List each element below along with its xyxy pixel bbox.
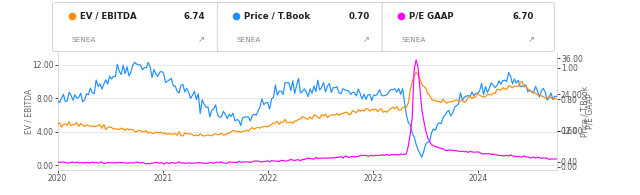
Text: ↗: ↗ <box>363 35 369 44</box>
Text: 6.70: 6.70 <box>513 12 534 20</box>
Text: P/E GAAP: P/E GAAP <box>409 12 454 20</box>
Text: EV / EBITDA: EV / EBITDA <box>79 12 136 20</box>
Text: ↗: ↗ <box>527 35 534 44</box>
Text: 6.74: 6.74 <box>183 12 205 20</box>
Y-axis label: P/E GAAP: P/E GAAP <box>586 93 595 129</box>
Text: 0.70: 0.70 <box>348 12 369 20</box>
Text: SENEA: SENEA <box>236 37 260 43</box>
Y-axis label: EV / EBITDA: EV / EBITDA <box>24 88 33 134</box>
FancyBboxPatch shape <box>218 3 390 52</box>
Text: Price / T.Book: Price / T.Book <box>244 12 310 20</box>
Y-axis label: Price / T.Book: Price / T.Book <box>580 85 589 136</box>
Text: SENEA: SENEA <box>72 37 96 43</box>
FancyBboxPatch shape <box>52 3 225 52</box>
Text: ↗: ↗ <box>198 35 205 44</box>
FancyBboxPatch shape <box>382 3 554 52</box>
Text: SENEA: SENEA <box>401 37 426 43</box>
